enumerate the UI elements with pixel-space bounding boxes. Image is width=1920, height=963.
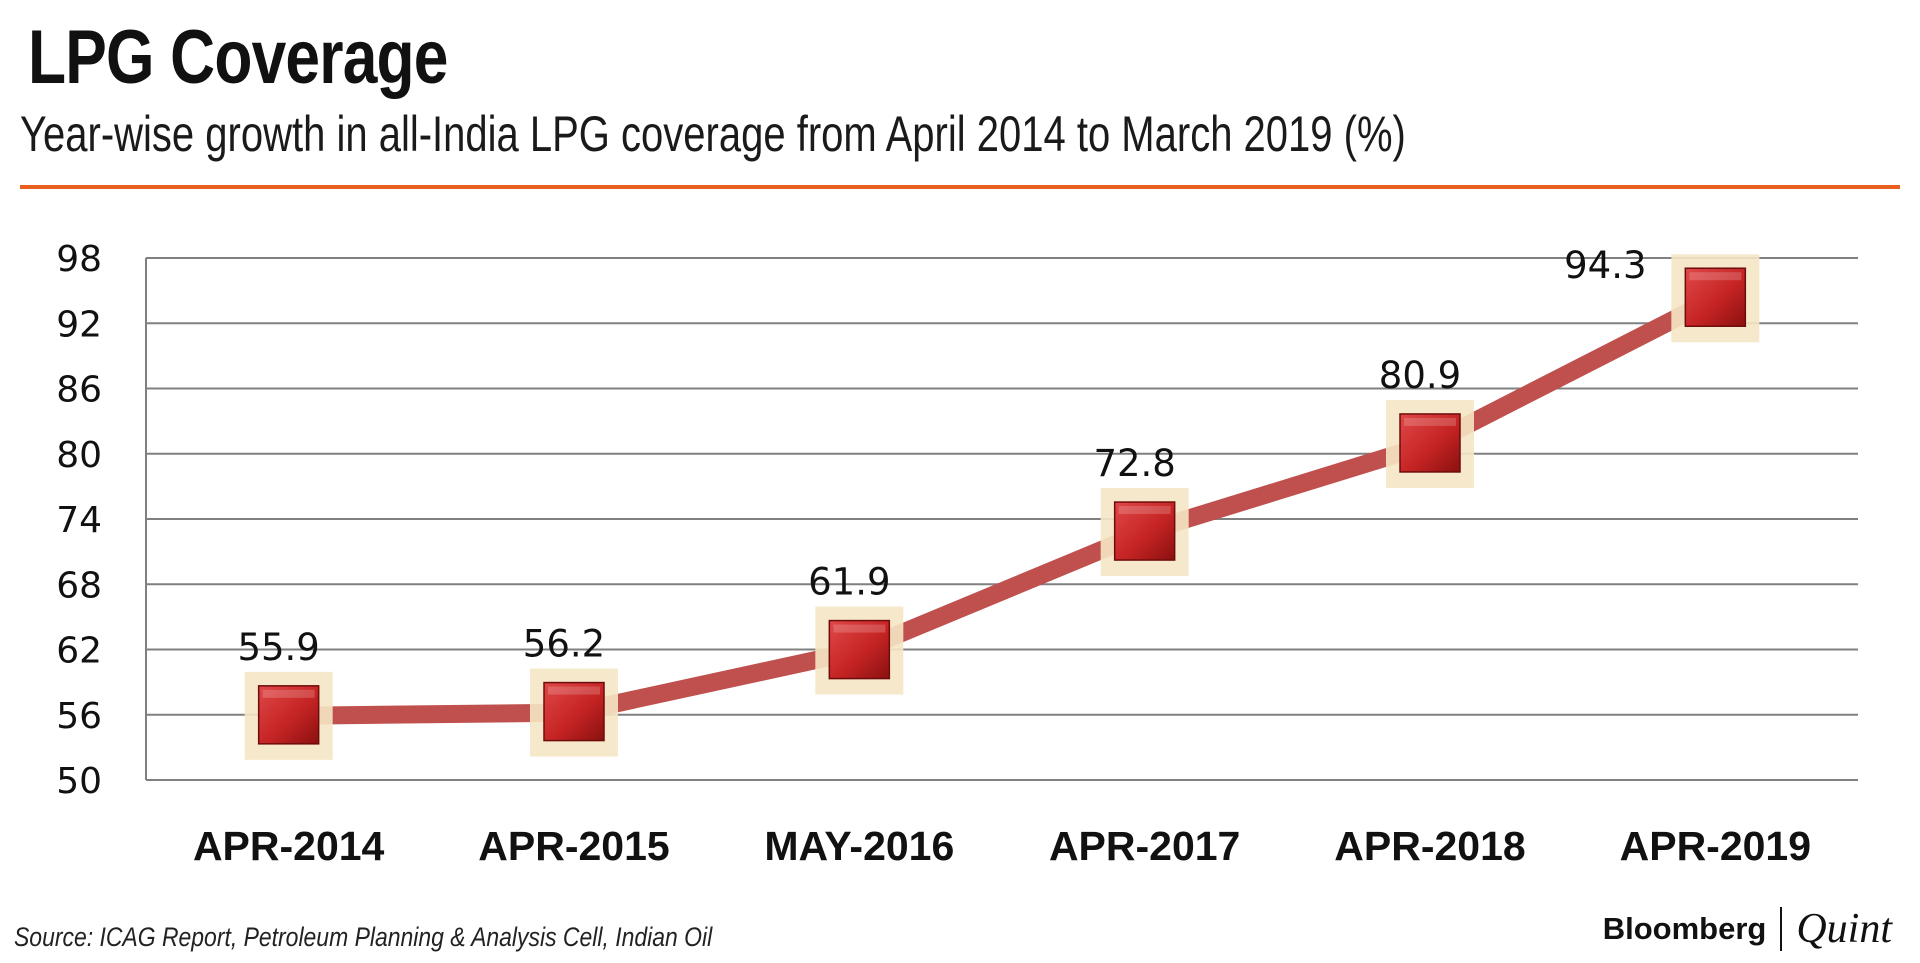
marker-square — [1113, 501, 1176, 561]
data-point-marker — [815, 606, 904, 695]
x-category-label: APR-2014 — [193, 823, 385, 869]
data-label: 80.9 — [1379, 354, 1461, 397]
marker-highlight — [1404, 417, 1456, 426]
brand-separator — [1780, 907, 1783, 951]
marker-square — [543, 681, 605, 742]
y-tick-label: 62 — [56, 631, 102, 672]
axes — [145, 258, 1858, 781]
y-tick-label: 56 — [56, 696, 102, 737]
y-axis-tick-labels: 50 56 62 68 74 80 86 92 98 — [56, 239, 102, 802]
data-label: 94.3 — [1564, 244, 1646, 287]
data-label: 72.8 — [1093, 442, 1175, 485]
marker-highlight — [1689, 272, 1742, 281]
x-category-label: APR-2015 — [478, 823, 669, 869]
y-tick-label: 68 — [56, 565, 102, 606]
x-category-label: APR-2017 — [1049, 823, 1240, 869]
brand-logo: Bloomberg Quint — [1603, 905, 1892, 953]
marker-highlight — [1118, 506, 1171, 515]
marker-square — [1684, 267, 1747, 327]
series-line-path — [279, 289, 1725, 725]
marker-highlight — [262, 689, 315, 698]
chart-subtitle: Year-wise growth in all-India LPG covera… — [20, 106, 1406, 162]
data-point-marker — [1100, 488, 1189, 577]
data-markers — [244, 254, 1760, 760]
x-category-label: APR-2019 — [1620, 823, 1811, 869]
data-point-marker — [1671, 254, 1760, 343]
y-tick-label: 86 — [56, 370, 102, 411]
brand-bloomberg: Bloomberg — [1602, 911, 1767, 946]
x-axis-category-labels: APR-2014 APR-2015 MAY-2016 APR-2017 APR-2018… — [193, 823, 1811, 869]
title-divider — [20, 185, 1900, 189]
data-label: 56.2 — [523, 623, 605, 666]
chart-title: LPG Coverage — [28, 15, 448, 100]
marker-square — [828, 619, 891, 680]
source-note: Source: ICAG Report, Petroleum Planning … — [14, 922, 713, 952]
y-tick-label: 98 — [56, 239, 102, 280]
marker-square — [257, 685, 320, 745]
marker-square — [1399, 413, 1461, 473]
y-tick-label: 80 — [56, 435, 102, 476]
y-tick-label: 50 — [56, 761, 102, 802]
brand-quint: Quint — [1796, 906, 1892, 952]
data-labels: 55.9 56.2 61.9 72.8 80.9 94.3 — [237, 244, 1646, 669]
data-point-marker — [530, 668, 618, 757]
data-label: 55.9 — [237, 626, 319, 669]
x-category-label: MAY-2016 — [764, 823, 954, 869]
series-line — [279, 289, 1725, 725]
data-point-marker — [1386, 399, 1474, 488]
data-label: 61.9 — [808, 561, 890, 604]
marker-highlight — [833, 624, 886, 633]
data-point-marker — [244, 671, 333, 760]
marker-highlight — [548, 686, 600, 695]
y-tick-label: 92 — [56, 304, 102, 345]
y-tick-label: 74 — [56, 500, 102, 541]
x-category-label: APR-2018 — [1334, 823, 1525, 869]
grid-lines — [146, 257, 1858, 716]
